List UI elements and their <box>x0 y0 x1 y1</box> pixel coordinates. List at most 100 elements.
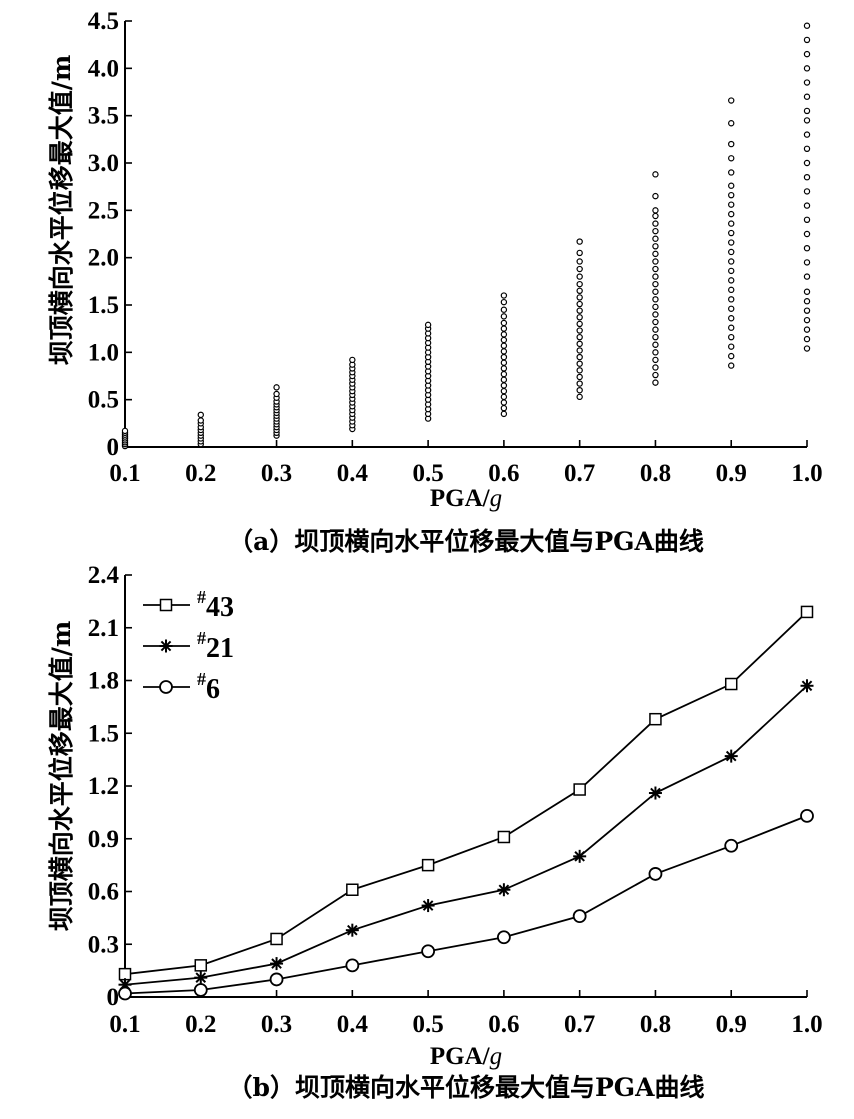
scatter-point <box>197 417 204 424</box>
scatter-point <box>500 342 508 349</box>
x-axis-label: PGA/g <box>430 485 502 512</box>
square-marker <box>159 598 173 612</box>
scatter-point <box>576 367 583 374</box>
legend-label: #6 <box>197 669 220 705</box>
scatter-point <box>728 362 735 369</box>
scatter-point <box>652 318 659 326</box>
y-axis-label: 坝顶横向水平位移最大值/m <box>47 621 76 932</box>
scatter-point <box>424 321 432 329</box>
scatter-point <box>728 140 735 148</box>
scatter-point <box>652 349 659 356</box>
scatter-point <box>803 145 811 152</box>
series-6 <box>118 808 814 1001</box>
x-tick-label: 0.3 <box>261 1011 292 1038</box>
y-tick-label: 2.4 <box>88 562 120 589</box>
x-axis-label-unit: g <box>490 1043 503 1070</box>
scatter-point <box>652 171 659 178</box>
x-tick-label: 0.7 <box>564 460 595 487</box>
x-tick-label: 0.6 <box>488 460 519 487</box>
scatter-point <box>500 292 508 299</box>
legend-sup: # <box>197 669 206 689</box>
scatter-point <box>803 307 811 314</box>
y-tick-label: 0.9 <box>88 826 119 853</box>
y-tick-label: 4.0 <box>88 55 119 82</box>
scatter-point <box>500 399 508 406</box>
scatter-point <box>500 365 508 372</box>
scatter-point <box>803 188 811 195</box>
scatter-point <box>803 131 811 138</box>
scatter-point <box>576 249 583 257</box>
asterisk-marker <box>159 639 173 653</box>
scatter-point <box>803 259 811 266</box>
scatter-point <box>728 315 735 322</box>
scatter-point <box>273 390 280 398</box>
scatter-column-0.4 <box>349 356 356 433</box>
scatter-point <box>803 173 811 181</box>
scatter-point <box>803 244 811 252</box>
legend-label: #21 <box>197 628 234 664</box>
scatter-point <box>576 307 583 314</box>
scatter-point <box>500 298 508 306</box>
x-tick-label: 1.0 <box>791 460 822 487</box>
scatter-point <box>728 220 735 227</box>
scatter-point <box>652 371 659 379</box>
x-tick-label: 0.1 <box>109 1011 140 1038</box>
scatter-point <box>500 331 508 338</box>
scatter-point <box>803 273 811 280</box>
scatter-point <box>652 341 659 348</box>
circle-marker <box>496 930 511 945</box>
legend-number: 6 <box>206 674 220 705</box>
scatter-point <box>197 411 204 419</box>
asterisk-marker <box>724 749 738 763</box>
square-marker <box>421 858 435 872</box>
series-line <box>124 685 808 986</box>
y-tick-label: 2.1 <box>88 615 119 642</box>
asterisk-stroke <box>271 958 282 969</box>
scatter-point <box>576 360 583 367</box>
x-tick-label: 0.4 <box>337 460 369 487</box>
scatter-column-0.2 <box>197 411 204 448</box>
series-21 <box>118 679 814 992</box>
y-tick-label: 0 <box>107 984 120 1011</box>
x-axis-label-main: PGA/ <box>430 485 491 512</box>
scatter-point <box>803 335 811 343</box>
y-tick-label: 3.0 <box>88 150 119 177</box>
scatter-point <box>500 319 508 327</box>
scatter-point <box>576 258 583 265</box>
chart-panel-a: 0 0.5 1.0 1.5 2.0 2.5 3.0 3.5 4.0 4.5 0.1 0.2 0.3 0.4… <box>47 8 823 556</box>
circle-marker <box>648 867 663 881</box>
scatter-column-0.5 <box>424 321 432 422</box>
x-tick-label: 0.5 <box>412 1011 443 1038</box>
scatter-column-1 <box>803 22 811 352</box>
y-tick-label: 1.2 <box>88 773 119 800</box>
scatter-point <box>803 326 811 333</box>
figure-caption: （b）坝顶横向水平位移最大值与PGA曲线 <box>227 1073 704 1102</box>
scatter-point <box>728 155 735 162</box>
legend-number: 43 <box>206 592 234 623</box>
scatter-point <box>803 36 811 44</box>
y-tick-label: 4.5 <box>88 8 119 35</box>
square-marker <box>270 932 283 946</box>
scatter-point <box>728 182 735 189</box>
y-tick-label: 3.5 <box>88 103 119 130</box>
x-tick-label: 0.2 <box>185 1011 216 1038</box>
scatter-point <box>576 347 583 354</box>
scatter-point <box>500 325 508 332</box>
asterisk-stroke <box>347 924 358 936</box>
legend-number: 21 <box>206 633 234 664</box>
asterisk-stroke <box>195 972 207 983</box>
scatter-point <box>576 238 583 245</box>
scatter-point <box>652 288 659 295</box>
scatter-column-0.6 <box>500 292 508 418</box>
scatter-point <box>652 212 659 220</box>
x-tick-label: 1.0 <box>791 1011 822 1038</box>
scatter-point <box>652 207 659 214</box>
scatter-point <box>576 380 583 387</box>
scatter-point <box>652 220 659 227</box>
scatter-point <box>576 327 583 334</box>
scatter-point <box>803 159 811 167</box>
scatter-point <box>500 313 508 320</box>
scatter-point <box>652 364 659 371</box>
x-tick-label: 0.8 <box>640 1011 671 1038</box>
